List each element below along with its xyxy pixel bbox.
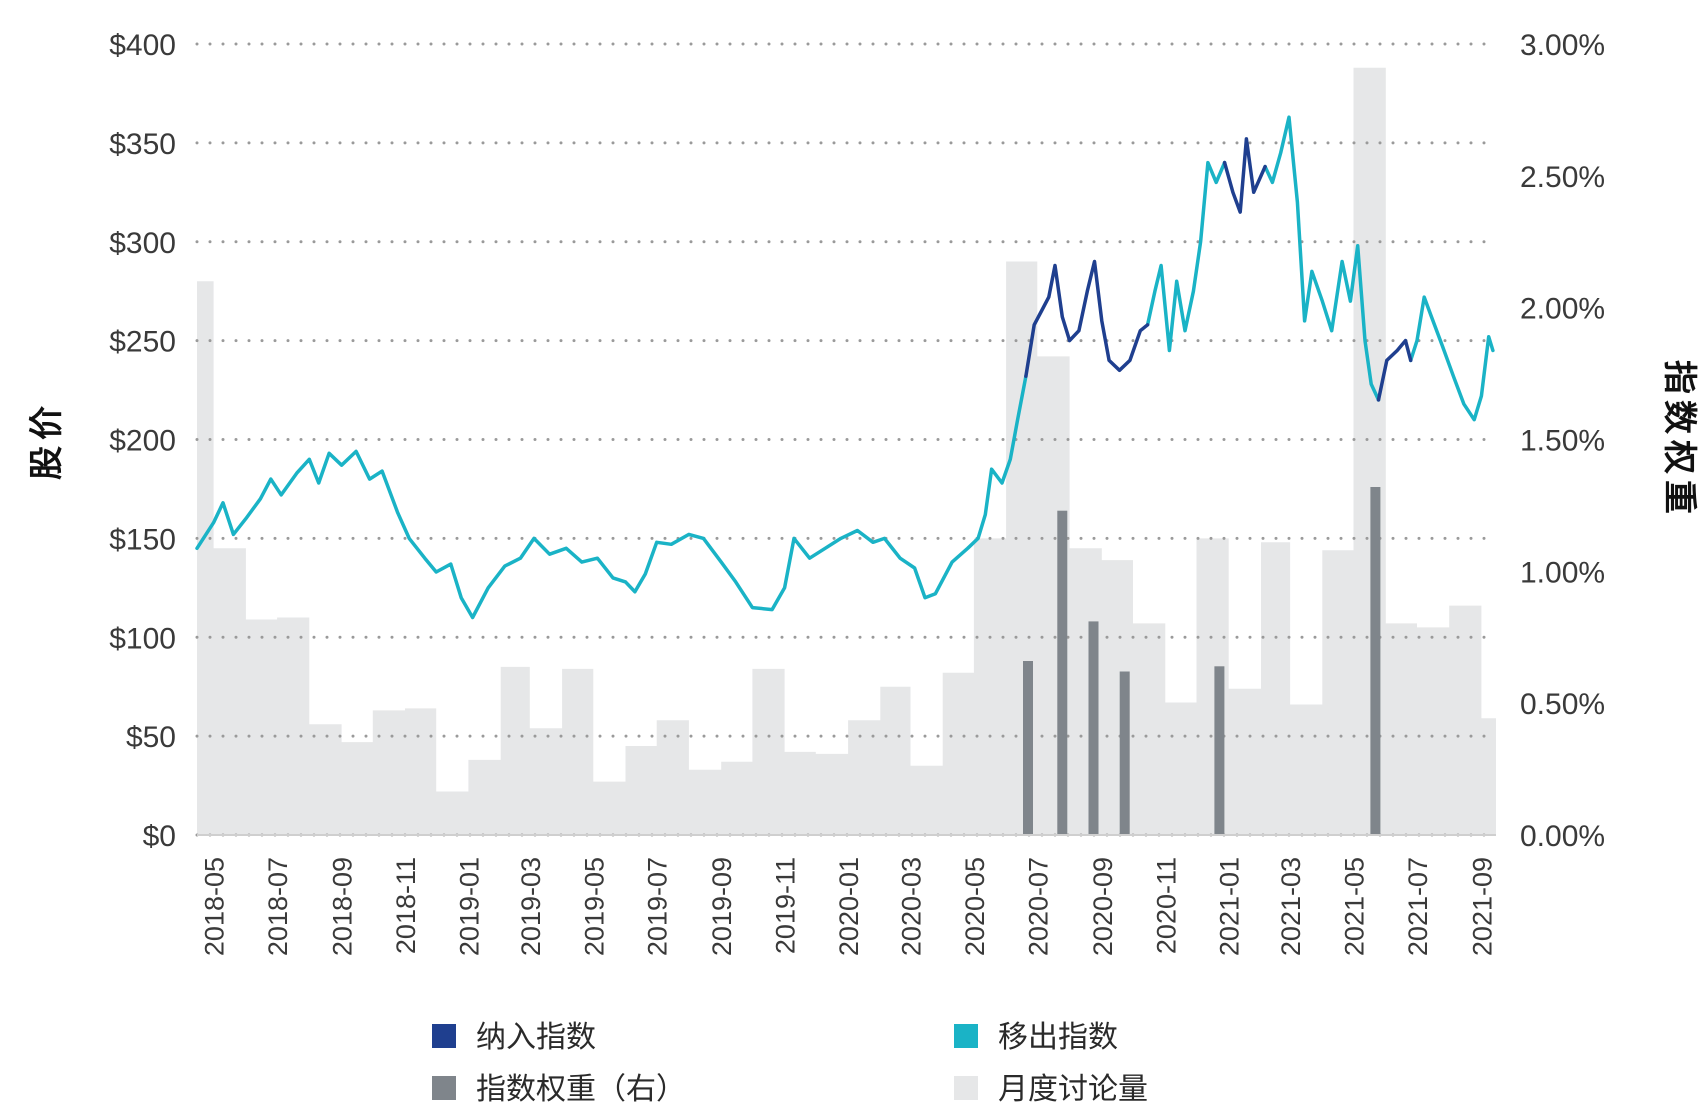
removed-price-line <box>195 115 1495 620</box>
x-tick-label: 2019-09 <box>707 857 737 956</box>
legend-item-included: 纳入指数 <box>432 1020 596 1055</box>
right-tick-label: 2.50% <box>1520 161 1605 194</box>
legend-item-monthly-discussion: 月度讨论量 <box>954 1072 1148 1107</box>
right-tick-label: 2.00% <box>1520 293 1605 326</box>
legend-swatch-index-weight <box>432 1076 456 1100</box>
legend-label-index-weight: 指数权重（右） <box>476 1072 686 1107</box>
left-tick-label: $150 <box>109 523 176 556</box>
index-weight-bar <box>1088 621 1099 835</box>
legend-label-removed: 移出指数 <box>998 1020 1118 1055</box>
axes: $0 $50 $100 $150 $200 $250 $300 $350 $400 0.00% 0.… <box>109 29 1605 956</box>
x-tick-label: 2018-09 <box>328 857 358 956</box>
legend-swatch-removed <box>954 1024 978 1048</box>
x-tick-label: 2021-07 <box>1403 857 1433 956</box>
legend-item-index-weight: 指数权重（右） <box>432 1072 686 1107</box>
x-tick-label: 2019-01 <box>454 857 484 956</box>
left-axis-title: 股价 <box>27 400 67 480</box>
index-weight-bar <box>1214 666 1225 835</box>
x-tick-label: 2020-03 <box>897 857 927 956</box>
index-weight-bars <box>1023 487 1381 835</box>
x-tick-label: 2021-09 <box>1467 857 1497 956</box>
index-weight-bar <box>1370 487 1381 835</box>
legend-label-monthly-discussion: 月度讨论量 <box>998 1072 1148 1107</box>
legend: 纳入指数 移出指数 指数权重（右） 月度讨论量 <box>432 1020 1148 1107</box>
left-tick-label: $100 <box>109 622 176 655</box>
right-tick-label: 1.00% <box>1520 556 1605 589</box>
x-tick-label: 2020-01 <box>834 857 864 956</box>
x-tick-label: 2020-05 <box>960 857 990 956</box>
x-tick-label: 2020-07 <box>1023 857 1053 956</box>
left-tick-label: $50 <box>126 721 176 754</box>
legend-item-removed: 移出指数 <box>954 1020 1118 1055</box>
index-weight-bar <box>1057 510 1068 835</box>
x-tick-label: 2019-03 <box>516 857 546 956</box>
discussion-area-layer <box>197 67 1496 835</box>
right-tick-label: 3.00% <box>1520 29 1605 62</box>
left-tick-label: $400 <box>109 29 176 62</box>
index-weight-bar <box>1119 671 1130 835</box>
legend-swatch-included <box>432 1024 456 1048</box>
left-tick-label: $0 <box>143 820 176 853</box>
right-tick-label: 0.00% <box>1520 820 1605 853</box>
x-tick-label: 2020-11 <box>1151 857 1181 954</box>
x-tick-label: 2018-11 <box>391 857 421 954</box>
left-tick-label: $250 <box>109 326 176 359</box>
legend-label-included: 纳入指数 <box>476 1020 596 1055</box>
x-tick-label: 2019-11 <box>771 857 801 954</box>
included-price-line <box>1024 137 1413 402</box>
discussion-area <box>197 67 1496 835</box>
x-tick-label: 2021-03 <box>1276 857 1306 956</box>
x-tick-label: 2021-05 <box>1340 857 1370 956</box>
x-tick-label: 2019-05 <box>579 857 609 956</box>
x-tick-label: 2021-01 <box>1215 857 1245 956</box>
x-tick-label: 2018-07 <box>263 857 293 956</box>
left-tick-label: $200 <box>109 425 176 458</box>
right-tick-label: 1.50% <box>1520 425 1605 458</box>
x-tick-label: 2020-09 <box>1088 857 1118 956</box>
index-weight-bar <box>1023 661 1033 835</box>
x-tick-label: 2018-05 <box>200 857 230 956</box>
x-tick-label: 2019-07 <box>643 857 673 956</box>
left-tick-label: $350 <box>109 128 176 161</box>
right-axis-title: 指数权重 <box>1659 360 1699 520</box>
right-tick-label: 0.50% <box>1520 688 1605 721</box>
price-lines <box>195 115 1495 620</box>
left-tick-label: $300 <box>109 227 176 260</box>
legend-swatch-monthly-discussion <box>954 1076 978 1100</box>
